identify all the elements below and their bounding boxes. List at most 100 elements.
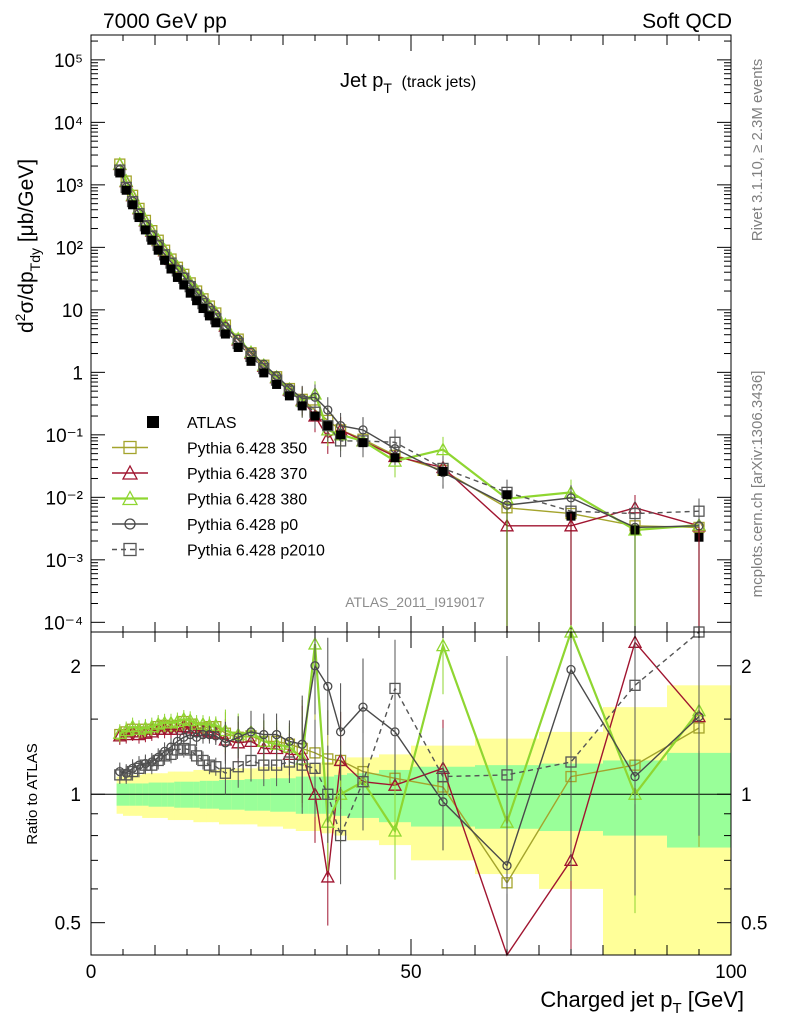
ratio-data-point [219,767,232,779]
ratio-data-point [389,682,401,695]
rivet-version-label: Rivet 3.1.10, ≥ 2.3M events [749,59,766,242]
main-data-point-atlas [179,280,189,290]
main-data-point-atlas [297,401,307,411]
uncertainty-band-green [231,779,246,810]
header-left: 7000 GeV pp [103,10,227,33]
main-data-point-atlas [134,213,144,223]
ratio-data-point [296,759,308,771]
ratio-data-point [334,829,347,842]
uncertainty-band-green [212,780,220,809]
main-y-tick-label: 1 [72,363,83,384]
ratio-y-tick-label-right: 0.5 [741,914,767,935]
ratio-data-point [204,729,215,740]
main-plot: 10⁻⁴ 10⁻³ 10⁻² 10⁻¹ 1 10 10² 10³ 10⁴ 10⁵ Jet pT (… [12,34,732,634]
ratio-data-point [323,681,333,691]
main-data-point [389,436,401,448]
legend-label: Pythia 6.428 p2010 [187,543,325,560]
x-tick-label: 0 [86,962,97,983]
ratio-data-point [198,729,208,740]
main-data-point-atlas [198,304,208,314]
main-data-point-atlas [211,318,221,328]
main-y-axis-label: d2σ/dpTdy [μb/GeV] [12,159,43,333]
ratio-data-point [270,759,283,771]
ratio-y-tick-label: 2 [70,657,81,678]
ratio-data-point [158,750,171,762]
legend-marker [124,518,136,530]
main-series-line [119,169,700,515]
ratio-data-point [283,756,296,768]
ratio-data-point [357,776,369,788]
main-data-point-atlas [172,272,182,282]
main-series-3 [115,165,704,544]
main-data-point-atlas [358,438,368,448]
legend-label: ATLAS [187,415,237,432]
main-data-point-atlas [246,356,256,366]
main-data-point [629,507,641,520]
ratio-y-tick-label-right: 1 [741,785,752,806]
ratio-plot-frame [90,631,732,956]
uncertainty-band-green [206,780,214,809]
main-data-point-atlas [272,379,282,389]
legend-entry: Pythia 6.428 370 [112,464,307,483]
ratio-data-point [178,742,190,755]
ratio-y-tick-label-right: 2 [741,657,752,678]
ratio-data-point [387,823,403,837]
main-y-tick-label: 10³ [56,176,83,197]
plot-title-main: Jet p [340,70,383,92]
main-series-0 [114,158,705,544]
main-series-2 [112,156,707,547]
ratio-data-point [246,727,256,737]
legend-entry: Pythia 6.428 380 [112,490,307,509]
main-data-point-atlas [153,245,163,255]
uncertainty-band-green [199,780,207,809]
ratio-data-point [233,732,243,742]
plot-title: Jet pT (track jets) [340,70,476,98]
ratio-series-4 [114,626,705,894]
main-data-point-atlas [140,225,150,235]
mcplots-label: mcplots.cern.ch [arXiv:1306.3436] [749,371,766,598]
ratio-data-point [310,661,320,671]
main-y-tick-label: 10² [56,238,83,259]
ratio-data-point [120,769,132,781]
plot-title-extra: (track jets) [401,74,476,91]
ratio-data-point [320,869,335,883]
ratio-y-axis-label: Ratio to ATLAS [24,743,41,844]
ratio-data-point [112,725,127,739]
uncertainty-band-green [257,779,271,811]
ratio-data-point [119,723,134,737]
ratio-data-point [125,719,140,733]
legend-marker [121,464,139,480]
legend-marker [121,490,139,506]
legend-marker [147,416,159,428]
ratio-data-point [171,744,184,756]
main-data-point-atlas [220,329,230,339]
ratio-data-point [322,788,334,800]
main-data-point [693,505,705,517]
ratio-data-point [501,769,513,781]
ratio-data-point [565,756,577,768]
main-data-point-atlas [284,391,294,401]
legend-label: Pythia 6.428 380 [187,492,307,509]
legend-label: Pythia 6.428 350 [187,441,307,458]
x-tick-label: 50 [400,962,421,983]
ratio-y-tick-label: 0.5 [55,914,81,935]
legend-entry: ATLAS [147,415,237,432]
svg-text:d2σ/dpTdy [μb/GeV]: d2σ/dpTdy [μb/GeV] [12,159,43,333]
ratio-data-point [309,762,321,774]
header-right: Soft QCD [642,10,732,33]
main-y-tick-label: 10⁻² [46,488,84,509]
main-data-point-atlas [390,453,400,463]
legend-label: Pythia 6.428 370 [187,466,307,483]
ratio-data-point [176,711,191,725]
main-data-point-atlas [438,466,448,476]
main-y-tick-label: 10⁵ [54,51,83,72]
main-data-point-atlas [259,368,269,378]
main-y-tick-label: 10⁻³ [46,551,84,572]
ratio-data-point [335,727,346,737]
ratio-data-point [629,679,641,691]
ratio-data-point [259,729,269,740]
ratio-data-point [139,759,152,771]
main-data-point-atlas [185,288,195,298]
ratio-data-point [183,712,198,726]
